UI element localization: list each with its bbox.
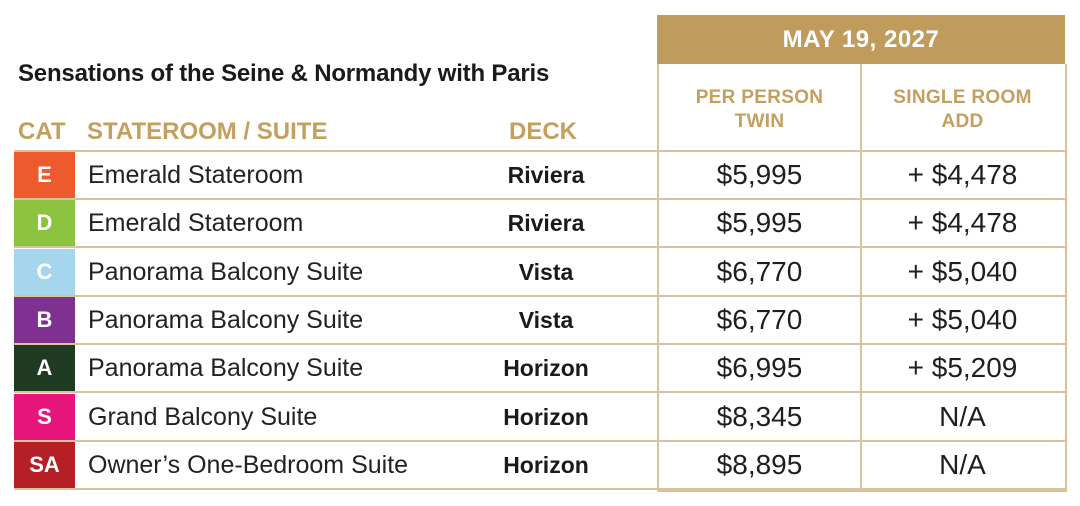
price-single-room-add: N/A <box>939 400 986 432</box>
header-single-room-add: SINGLE ROOM ADD <box>862 86 1063 134</box>
header-per-person: PER PERSON <box>695 87 824 108</box>
table-header-rule <box>14 150 1065 152</box>
table-row: E Emerald Stateroom Riviera $5,995 + $4,478 <box>14 152 1065 198</box>
price-single-room-add: + $4,478 <box>907 207 1018 239</box>
stateroom-name: Owner’s One-Bedroom Suite <box>88 450 409 479</box>
deck-name: Riviera <box>507 210 585 237</box>
category-badge: C <box>14 248 75 295</box>
header-single-room: SINGLE ROOM <box>893 87 1032 108</box>
stateroom-name: Panorama Balcony Suite <box>88 305 364 334</box>
price-single-room-add: + $4,478 <box>907 159 1018 190</box>
trip-title: Sensations of the Seine & Normandy with … <box>18 60 550 87</box>
price-per-person-twin: $6,770 <box>716 303 803 335</box>
stateroom-name: Panorama Balcony Suite <box>88 257 364 286</box>
deck-name: Horizon <box>503 355 589 382</box>
category-badge: SA <box>14 441 75 488</box>
date-banner: MAY 19, 2027 <box>657 15 1065 64</box>
stateroom-name: Emerald Stateroom <box>88 209 304 238</box>
price-single-room-add: + $5,040 <box>907 303 1018 335</box>
category-badge: B <box>14 296 75 343</box>
category-badge: E <box>14 152 75 198</box>
stateroom-name: Emerald Stateroom <box>88 161 304 189</box>
category-badge: D <box>14 200 75 247</box>
table-row: D Emerald Stateroom Riviera $5,995 + $4,478 <box>14 200 1065 247</box>
price-single-room-add: + $5,040 <box>907 255 1018 287</box>
table-row: S Grand Balcony Suite Horizon $8,345 N/A <box>14 393 1065 440</box>
row-divider <box>14 342 1065 345</box>
price-column-divider <box>860 64 862 492</box>
row-divider <box>14 246 1065 249</box>
price-columns-frame <box>657 64 1067 492</box>
table-row: B Panorama Balcony Suite Vista $6,770 + $5,0… <box>14 296 1065 343</box>
price-per-person-twin: $5,995 <box>716 159 803 190</box>
price-single-room-add: + $5,209 <box>907 352 1018 384</box>
price-per-person-twin: $8,345 <box>716 400 803 432</box>
row-divider <box>14 294 1065 297</box>
header-stateroom: STATEROOM / SUITE <box>87 118 328 145</box>
price-per-person-twin: $5,995 <box>716 207 803 239</box>
table-row: A Panorama Balcony Suite Horizon $6,995 + $5… <box>14 345 1065 392</box>
header-cat: CAT <box>18 118 66 145</box>
row-divider <box>14 198 1065 200</box>
table-row: SA Owner’s One-Bedroom Suite Horizon $8,895… <box>14 441 1065 488</box>
category-badge: S <box>14 393 75 440</box>
deck-name: Vista <box>518 306 574 333</box>
deck-name: Horizon <box>503 403 589 430</box>
row-divider <box>14 487 1065 490</box>
stateroom-name: Grand Balcony Suite <box>88 402 318 431</box>
price-single-room-add: N/A <box>939 448 986 480</box>
row-divider <box>14 439 1065 442</box>
category-badge: A <box>14 345 75 392</box>
deck-name: Vista <box>518 258 574 285</box>
price-per-person-twin: $8,895 <box>716 448 803 480</box>
header-deck: DECK <box>509 118 578 145</box>
price-per-person-twin: $6,995 <box>716 352 803 384</box>
price-per-person-twin: $6,770 <box>716 255 803 287</box>
stateroom-name: Panorama Balcony Suite <box>88 354 364 383</box>
header-twin: TWIN <box>734 111 785 132</box>
deck-name: Riviera <box>507 162 585 188</box>
table-row: C Panorama Balcony Suite Vista $6,770 + $5,0… <box>14 248 1065 295</box>
row-divider <box>14 391 1065 394</box>
header-per-person-twin: PER PERSON TWIN <box>659 86 860 134</box>
deck-name: Horizon <box>503 451 589 478</box>
header-add: ADD <box>941 111 984 132</box>
